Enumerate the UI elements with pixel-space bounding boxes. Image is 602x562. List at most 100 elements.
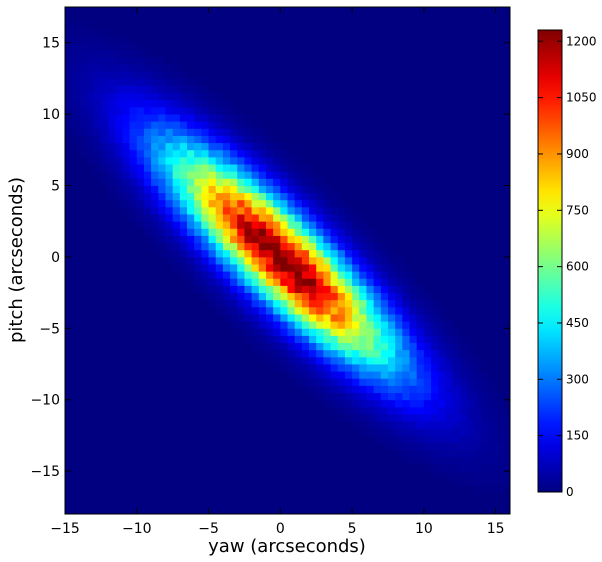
heatmap-cell: [330, 349, 339, 358]
heatmap-cell: [273, 264, 281, 272]
heatmap-cell: [194, 135, 202, 144]
heatmap-cell: [344, 271, 353, 279]
heatmap-cell: [194, 106, 202, 115]
heatmap-cell: [194, 285, 202, 294]
heatmap-cell: [273, 271, 281, 279]
colorbar-tick-label: 450: [566, 316, 589, 330]
heatmap-cell: [172, 249, 181, 258]
heatmap-cell: [172, 142, 181, 151]
heatmap-cell: [294, 164, 303, 172]
heatmap-cell: [65, 64, 73, 72]
heatmap-cell: [72, 21, 80, 29]
heatmap-cell: [380, 328, 389, 336]
heatmap-cell: [79, 106, 87, 115]
heatmap-cell: [373, 306, 382, 315]
heatmap-cell: [143, 92, 152, 101]
heatmap-cell: [222, 199, 231, 208]
heatmap-cell: [273, 164, 281, 172]
heatmap-cell: [151, 185, 159, 194]
heatmap-cell: [165, 114, 174, 122]
heatmap-cell: [337, 392, 346, 401]
heatmap-cell: [79, 35, 87, 44]
heatmap-cell: [488, 449, 497, 458]
heatmap-cell: [251, 335, 260, 344]
heatmap-cell: [323, 249, 331, 258]
heatmap-cell: [359, 349, 367, 358]
heatmap-cell: [330, 285, 339, 294]
heatmap-cell: [344, 364, 353, 372]
heatmap-cell: [423, 292, 432, 301]
heatmap-cell: [194, 149, 202, 158]
heatmap-cell: [474, 471, 482, 479]
heatmap-cell: [459, 364, 468, 372]
heatmap-cell: [380, 414, 389, 422]
heatmap-cell: [244, 149, 253, 158]
heatmap-cell: [258, 342, 267, 351]
heatmap-cell: [409, 364, 418, 372]
heatmap-cell: [201, 156, 209, 165]
heatmap-cell: [287, 242, 296, 251]
heatmap-cell: [352, 235, 360, 244]
heatmap-cell: [373, 392, 382, 401]
heatmap-cell: [395, 328, 403, 336]
heatmap-cell: [108, 99, 116, 108]
heatmap-cell: [136, 128, 145, 136]
heatmap-cell: [79, 21, 87, 29]
heatmap-cell: [309, 192, 317, 201]
heatmap-cell: [244, 156, 253, 165]
heatmap-cell: [330, 206, 339, 215]
heatmap-cell: [395, 399, 403, 408]
heatmap-cell: [280, 235, 288, 244]
heatmap-cell: [309, 171, 317, 179]
heatmap-cell: [294, 349, 303, 358]
heatmap-cell: [258, 256, 267, 265]
heatmap-cell: [273, 306, 281, 315]
heatmap-cell: [301, 271, 310, 279]
heatmap-cell: [158, 78, 166, 86]
x-tick-label: −5: [198, 521, 219, 537]
heatmap-cell: [402, 399, 410, 408]
heatmap-cell: [395, 278, 403, 286]
heatmap-cell: [323, 356, 331, 365]
heatmap-cell: [402, 335, 410, 344]
heatmap-cell: [251, 206, 260, 215]
heatmap-cell: [330, 221, 339, 229]
heatmap-cell: [344, 278, 353, 286]
heatmap-cell: [330, 321, 339, 329]
heatmap-cell: [330, 278, 339, 286]
heatmap-cell: [402, 406, 410, 415]
heatmap-cell: [165, 99, 174, 108]
heatmap-cell: [466, 471, 475, 479]
heatmap-cell: [237, 299, 245, 308]
heatmap-cell: [172, 264, 181, 272]
heatmap-cell: [402, 421, 410, 429]
heatmap-cell: [108, 71, 116, 79]
heatmap-cell: [294, 306, 303, 315]
heatmap-cell: [222, 156, 231, 165]
heatmap-cell: [136, 156, 145, 165]
heatmap-cell: [445, 385, 453, 393]
heatmap-cell: [309, 278, 317, 286]
heatmap-cell: [187, 278, 195, 286]
heatmap-cell: [237, 292, 245, 301]
heatmap-cell: [143, 56, 152, 65]
heatmap-cell: [466, 385, 475, 393]
heatmap-cell: [280, 192, 288, 201]
heatmap-cell: [416, 335, 425, 344]
heatmap-cell: [215, 214, 224, 222]
heatmap-cell: [380, 406, 389, 415]
heatmap-cell: [194, 242, 202, 251]
heatmap-cell: [265, 156, 274, 165]
heatmap-cell: [136, 149, 145, 158]
heatmap-cell: [136, 85, 145, 94]
heatmap-cell: [373, 328, 382, 336]
heatmap-cell: [172, 71, 181, 79]
heatmap-cell: [287, 199, 296, 208]
heatmap-cell: [222, 285, 231, 294]
heatmap-cell: [445, 328, 453, 336]
heatmap-cell: [273, 221, 281, 229]
heatmap-cell: [215, 199, 224, 208]
heatmap-cell: [423, 456, 432, 465]
heatmap-cell: [215, 135, 224, 144]
heatmap-cell: [201, 249, 209, 258]
